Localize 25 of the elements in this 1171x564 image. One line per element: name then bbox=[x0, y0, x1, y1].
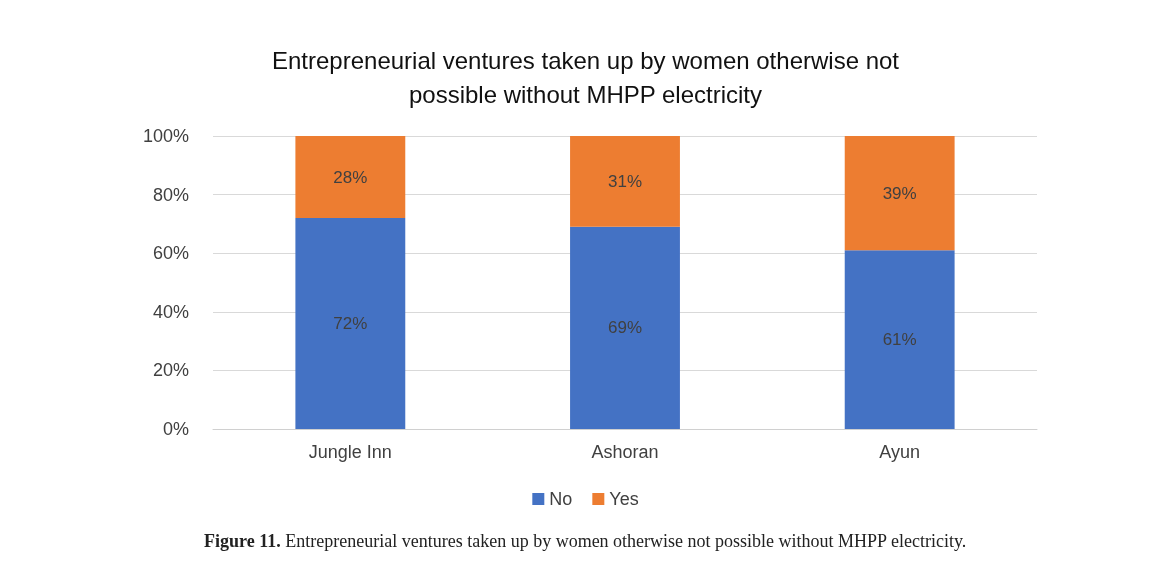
x-tick-label: Jungle Inn bbox=[308, 442, 392, 462]
bar bbox=[844, 250, 955, 429]
y-tick-label: 40% bbox=[152, 301, 189, 322]
y-tick-label: 0% bbox=[162, 419, 189, 439]
data-label: 28% bbox=[333, 167, 368, 187]
legend-label: Yes bbox=[609, 489, 639, 509]
legend-label: No bbox=[549, 489, 573, 509]
bar bbox=[295, 136, 406, 219]
y-tick-label: 80% bbox=[152, 184, 189, 205]
data-label: 31% bbox=[607, 171, 643, 191]
bar bbox=[844, 136, 955, 251]
chart-title: Entrepreneurial ventures taken up by women otherwise not possible without MHPP electricity bbox=[271, 46, 900, 108]
x-tick-label: Ashoran bbox=[591, 442, 659, 462]
caption: Figure 11. Entrepreneurial ventures taken up by women otherwise not possible without MHPP electricity. bbox=[204, 531, 967, 551]
x-tick-label: Ayun bbox=[879, 442, 921, 462]
y-tick-label: 100% bbox=[142, 126, 189, 146]
data-label: 39% bbox=[882, 183, 917, 203]
data-label: 69% bbox=[607, 318, 643, 338]
data-label: 72% bbox=[333, 314, 368, 334]
y-tick-label: 20% bbox=[152, 360, 189, 381]
bar bbox=[295, 218, 406, 429]
bar bbox=[570, 226, 680, 429]
y-tick-label: 60% bbox=[152, 243, 189, 264]
data-label: 61% bbox=[882, 330, 917, 350]
bar bbox=[570, 136, 680, 227]
